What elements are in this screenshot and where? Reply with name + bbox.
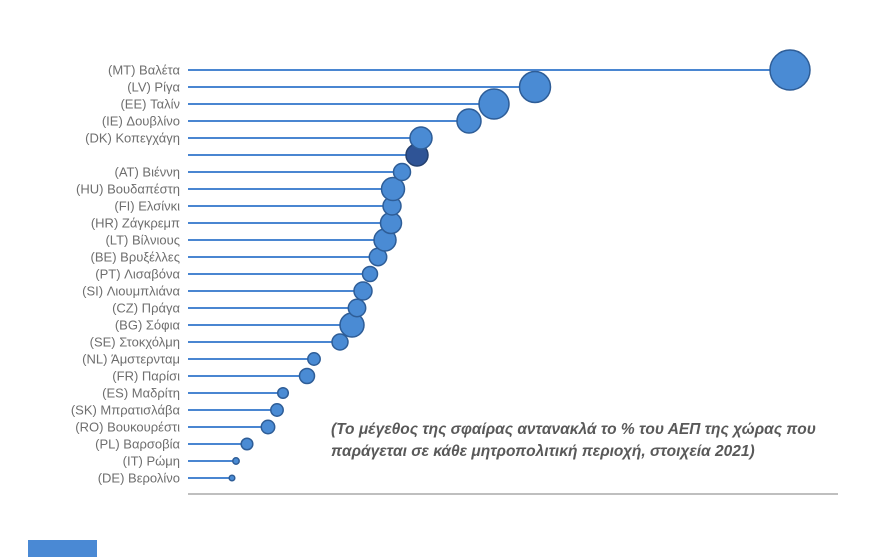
bubble	[276, 386, 290, 400]
bubble	[518, 70, 552, 104]
category-label: (NL) Άμστερνταμ	[82, 352, 180, 367]
bubble	[232, 457, 240, 465]
bubble	[380, 176, 406, 202]
category-label: (IT) Ρώμη	[123, 454, 180, 469]
bubble	[361, 265, 379, 283]
category-label: (AT) Βιέννη	[114, 165, 180, 180]
category-label: (SI) Λιουμπλιάνα	[82, 284, 180, 299]
annotation-line-2: παράγεται σε κάθε μητροπολιτική περιοχή,…	[331, 443, 755, 460]
category-label: (DK) Κοπεγχάγη	[85, 131, 180, 146]
category-label: (SK) Μπρατισλάβα	[71, 403, 181, 418]
bubble	[353, 281, 373, 301]
category-label: (ES) Μαδρίτη	[102, 386, 180, 401]
category-label: (RO) Βουκουρέστι	[75, 420, 180, 435]
category-label: (FI) Ελσίνκι	[114, 199, 180, 214]
bubble	[240, 437, 254, 451]
category-label: (MT) Βαλέτα	[108, 63, 180, 78]
bubble	[331, 333, 349, 351]
bubble	[769, 49, 811, 91]
bubble	[409, 126, 433, 150]
category-label: (CZ) Πράγα	[112, 301, 180, 316]
bubble	[478, 88, 510, 120]
bottom-accent-bar	[28, 540, 97, 557]
category-label: (LT) Βίλνιους	[105, 233, 180, 248]
category-label: (HR) Ζάγκρεμπ	[91, 216, 180, 231]
bubble	[228, 474, 236, 482]
category-label: (IE) Δουβλίνο	[102, 114, 180, 129]
category-label: (FR) Παρίσι	[112, 369, 180, 384]
category-label: (PL) Βαρσοβία	[95, 437, 180, 452]
bubble	[307, 352, 321, 366]
annotation-line-1: (Το μέγεθος της σφαίρας αντανακλά το % τ…	[331, 421, 816, 438]
bubble	[347, 298, 367, 318]
bubble	[298, 367, 316, 385]
bubble	[270, 403, 284, 417]
category-label: (EE) Ταλίν	[120, 97, 180, 112]
category-label: (PT) Λισαβόνα	[95, 267, 180, 282]
bubble	[456, 108, 482, 134]
bubble	[260, 419, 276, 435]
category-label: (HU) Βουδαπέστη	[76, 182, 180, 197]
annotation-note: (Το μέγεθος της σφαίρας αντανακλά το % τ…	[331, 419, 851, 463]
bubble	[392, 162, 412, 182]
category-label: (BE) Βρυξέλλες	[91, 250, 180, 265]
category-label: (LV) Ρίγα	[127, 80, 180, 95]
category-label: (BG) Σόφια	[115, 318, 181, 333]
category-label: (SE) Στοκχόλμη	[90, 335, 180, 350]
category-label: (DE) Βερολίνο	[98, 471, 180, 486]
